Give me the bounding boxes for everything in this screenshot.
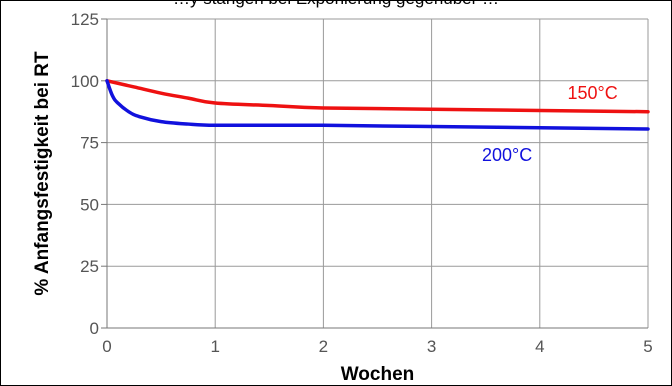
x-tick-label: 2 [319,337,328,356]
grid [107,18,649,328]
y-tick-label: 125 [71,10,99,29]
series-line-150c [105,79,650,114]
x-tick-label: 4 [535,337,544,356]
axes [101,18,648,329]
x-tick-label: 0 [102,337,111,356]
x-axis-title: Wochen [341,364,415,385]
x-tick-label: 5 [643,337,652,356]
series-label-200c: 200°C [482,145,532,165]
x-tick-label: 3 [427,337,436,356]
y-tick-label: 25 [80,257,99,276]
y-tick-label: 75 [80,134,99,153]
y-axis-title: % Anfangsfestigkeit bei RT [32,51,53,296]
series-labels: 150°C 200°C [482,83,618,165]
series-line-200c [105,79,650,131]
y-tick-label: 100 [71,72,99,91]
series-label-150c: 150°C [567,83,617,103]
y-tick-label: 0 [90,319,99,338]
series-lines [105,79,650,131]
y-tick-label: 50 [80,195,99,214]
x-tick-label: 1 [210,337,219,356]
top-caption: …y stängen bei Exponierung gegenüber … [173,0,499,8]
